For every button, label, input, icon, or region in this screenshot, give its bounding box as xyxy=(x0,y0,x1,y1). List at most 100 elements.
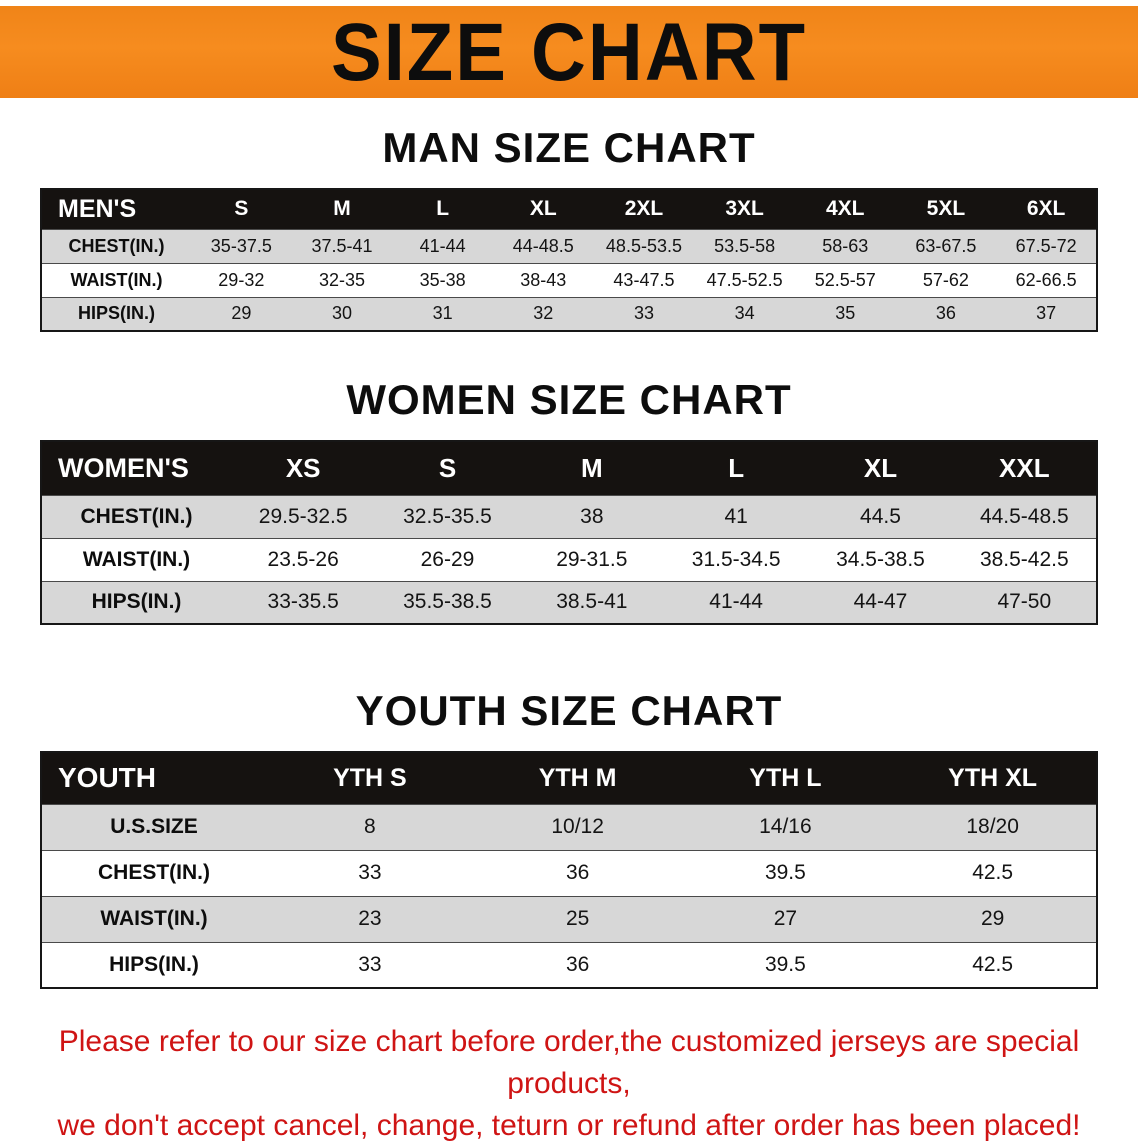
table-row: WAIST(IN.) 23 25 27 29 xyxy=(41,896,1097,942)
row-label-cell: HIPS(IN.) xyxy=(109,952,199,976)
size-header-cell: 5XL xyxy=(895,189,997,229)
order-notice-line-2: we don't accept cancel, change, teturn o… xyxy=(57,1109,1081,1142)
value-cell: 38 xyxy=(580,504,604,528)
value-cell: 33 xyxy=(358,861,382,884)
value-cell: 30 xyxy=(331,303,352,324)
size-chart-section: MAN SIZE CHART MEN'S S M L XL 2XL 3XL 4XL 5XL 6XL C… xyxy=(0,124,1138,332)
value-cell: 47-50 xyxy=(997,590,1052,614)
value-cell: 42.5 xyxy=(972,952,1014,976)
size-header-cell: YTH M xyxy=(473,752,682,804)
size-chart-section: YOUTH SIZE CHART YOUTH YTH S YTH M YTH L YTH … xyxy=(0,687,1138,989)
size-header-cell: S xyxy=(191,189,292,229)
banner-title: SIZE CHART xyxy=(331,6,807,98)
value-cell: 42.5 xyxy=(972,861,1014,884)
value-cell: 36 xyxy=(565,861,590,884)
table-row: CHEST(IN.) 29.5-32.5 32.5-35.5 38 41 44.5 44.5… xyxy=(41,495,1097,538)
section-heading: YOUTH SIZE CHART xyxy=(355,687,783,734)
table-row: CHEST(IN.) 33 36 39.5 42.5 xyxy=(41,850,1097,896)
value-cell: 38.5-41 xyxy=(556,590,628,614)
value-cell: 23 xyxy=(358,907,382,930)
value-cell: 57-62 xyxy=(922,269,969,290)
value-cell: 62-66.5 xyxy=(1015,269,1077,290)
table-row: WAIST(IN.) 29-32 32-35 35-38 38-43 43-47.5 47.… xyxy=(41,263,1097,297)
size-chart-section: WOMEN SIZE CHART WOMEN'S XS S M L XL XXL CHEST(I… xyxy=(0,376,1138,625)
table-title-cell: YOUTH xyxy=(41,752,266,804)
value-cell: 10/12 xyxy=(551,815,604,838)
value-cell: 33 xyxy=(633,303,654,324)
value-cell: 58-63 xyxy=(822,235,869,256)
value-cell: 31.5-34.5 xyxy=(691,547,781,571)
value-cell: 63-67.5 xyxy=(915,235,977,256)
value-cell: 8 xyxy=(364,815,376,838)
value-cell: 41-44 xyxy=(419,235,466,256)
size-header-cell: 6XL xyxy=(996,189,1097,229)
value-cell: 53.5-58 xyxy=(714,235,776,256)
row-label-cell: U.S.SIZE xyxy=(110,815,198,838)
value-cell: 32.5-35.5 xyxy=(403,504,492,528)
value-cell: 43-47.5 xyxy=(613,269,675,290)
value-cell: 27 xyxy=(773,907,798,930)
size-header-cell: YTH L xyxy=(681,752,890,804)
table-row: HIPS(IN.) 33 36 39.5 42.5 xyxy=(41,942,1097,988)
value-cell: 14/16 xyxy=(759,815,812,838)
row-label-cell: WAIST(IN.) xyxy=(82,547,191,571)
size-header-cell: YTH S xyxy=(266,752,474,804)
order-notice: Please refer to our size chart before or… xyxy=(14,1021,1124,1147)
value-cell: 32-35 xyxy=(318,269,365,290)
value-cell: 35.5-38.5 xyxy=(403,590,492,614)
row-label-cell: CHEST(IN.) xyxy=(80,504,193,528)
value-cell: 39.5 xyxy=(764,952,806,976)
value-cell: 33 xyxy=(358,952,382,976)
value-cell: 34.5-38.5 xyxy=(836,547,925,571)
value-cell: 44.5-48.5 xyxy=(979,504,1069,528)
size-chart-banner: SIZE CHART xyxy=(0,6,1138,98)
value-cell: 33-35.5 xyxy=(267,590,339,614)
size-header-cell: 3XL xyxy=(694,189,795,229)
table-row: U.S.SIZE 8 10/12 14/16 18/20 xyxy=(41,804,1097,850)
table-row: CHEST(IN.) 35-37.5 37.5-41 41-44 44-48.5 48.5… xyxy=(41,229,1097,263)
size-header-cell: L xyxy=(663,441,809,495)
value-cell: 29.5-32.5 xyxy=(258,504,348,528)
size-header-cell: L xyxy=(392,189,493,229)
row-label-cell: WAIST(IN.) xyxy=(100,907,208,930)
size-header-cell: XL xyxy=(808,441,953,495)
row-label-cell: CHEST(IN.) xyxy=(98,861,210,884)
row-label-cell: HIPS(IN.) xyxy=(91,590,182,614)
value-cell: 37.5-41 xyxy=(311,235,373,256)
row-label-cell: HIPS(IN.) xyxy=(77,303,155,324)
value-cell: 35-37.5 xyxy=(210,235,272,256)
value-cell: 67.5-72 xyxy=(1015,235,1077,256)
value-cell: 35-38 xyxy=(419,269,466,290)
table-header-row: YOUTH YTH S YTH M YTH L YTH XL xyxy=(41,752,1097,804)
section-heading: MAN SIZE CHART xyxy=(382,124,756,171)
value-cell: 23.5-26 xyxy=(267,547,339,571)
size-header-cell: XS xyxy=(231,441,376,495)
value-cell: 29-32 xyxy=(218,269,265,290)
value-cell: 29 xyxy=(980,907,1005,930)
row-label-cell: WAIST(IN.) xyxy=(70,269,163,290)
value-cell: 38-43 xyxy=(520,269,567,290)
table-row: WAIST(IN.) 23.5-26 26-29 29-31.5 31.5-34.5 34… xyxy=(41,538,1097,581)
value-cell: 32 xyxy=(533,303,554,324)
table-title-cell: WOMEN'S xyxy=(41,441,231,495)
value-cell: 48.5-53.5 xyxy=(605,235,682,256)
size-table: YOUTH YTH S YTH M YTH L YTH XL U.S.SIZE 8 10/12… xyxy=(40,751,1098,989)
size-header-cell: M xyxy=(291,189,393,229)
size-table: MEN'S S M L XL 2XL 3XL 4XL 5XL 6XL CHEST(IN.) 35-37… xyxy=(40,188,1098,332)
value-cell: 37 xyxy=(1036,303,1057,324)
value-cell: 44-48.5 xyxy=(512,235,574,256)
value-cell: 18/20 xyxy=(966,815,1019,838)
value-cell: 38.5-42.5 xyxy=(979,547,1069,571)
table-row: HIPS(IN.) 29 30 31 32 33 34 35 36 37 xyxy=(41,297,1097,331)
table-header-row: WOMEN'S XS S M L XL XXL xyxy=(41,441,1097,495)
size-header-cell: 4XL xyxy=(794,189,896,229)
size-header-cell: XXL xyxy=(952,441,1097,495)
value-cell: 47.5-52.5 xyxy=(706,269,783,290)
value-cell: 39.5 xyxy=(764,861,806,884)
value-cell: 36 xyxy=(935,303,956,324)
value-cell: 31 xyxy=(432,303,453,324)
value-cell: 26-29 xyxy=(420,547,475,571)
size-header-cell: M xyxy=(519,441,664,495)
order-notice-line-1: Please refer to our size chart before or… xyxy=(58,1025,1080,1100)
value-cell: 29-31.5 xyxy=(556,547,628,571)
